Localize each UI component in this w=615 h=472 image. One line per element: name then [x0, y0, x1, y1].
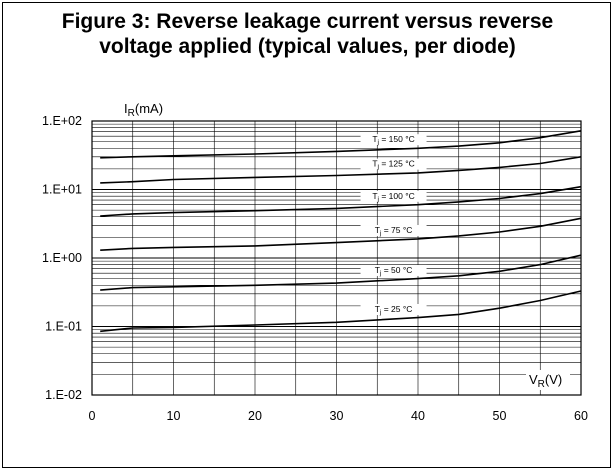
series-line: [100, 290, 582, 333]
x-tick-label: 30: [330, 409, 344, 423]
chart-title: Figure 3: Reverse leakage current versus…: [0, 9, 615, 59]
series-line: [100, 156, 582, 184]
curve-label-background: [360, 158, 427, 170]
y-tick-label: 1.E+02: [42, 114, 82, 128]
x-axis-label: VR(V): [529, 372, 562, 390]
x-tick-label: 10: [167, 409, 181, 423]
y-tick-label: 1.E+00: [42, 251, 82, 265]
curve-label: Tj = 150 °C: [372, 134, 414, 146]
figure-frame: [2, 2, 611, 468]
grid-lines: [92, 121, 581, 395]
curve-label-background: [360, 190, 427, 202]
y-tick-label: 1.E-02: [45, 388, 82, 402]
series-line: [100, 254, 582, 291]
curve-label: Tj = 125 °C: [372, 159, 414, 171]
series-curves: [100, 130, 582, 333]
plot-area-border: [91, 120, 582, 396]
x-tick-label: 40: [411, 409, 425, 423]
tick-labels: 0 10 20 30 40 50 60 1.E-01 1.E+00 1.E+01 1.E+02 1.E…: [42, 114, 588, 423]
curve-label: Tj = 100 °C: [372, 191, 414, 203]
x-tick-label: 20: [248, 409, 262, 423]
curve-label-background: [360, 264, 427, 276]
x-tick-label: 50: [493, 409, 507, 423]
curve-label-background: [360, 304, 427, 316]
x-axis-label-background: [526, 370, 570, 390]
chart-title-line-2: voltage applied (typical values, per dio…: [99, 35, 516, 58]
y-tick-label: 1.E+01: [42, 183, 82, 197]
curve-labels: Tj = 150 °C Tj = 125 °C Tj = 100 °C Tj = 75…: [360, 134, 427, 316]
x-tick-label: 0: [89, 409, 96, 423]
chart-title-line-1: Figure 3: Reverse leakage current versus…: [61, 10, 554, 33]
curve-label-background: [360, 134, 427, 146]
y-tick-label: 1.E-01: [45, 320, 82, 334]
series-line: [100, 185, 582, 217]
series-line: [100, 130, 582, 159]
y-axis-label: IR(mA): [124, 101, 163, 119]
curve-label: Tj = 50 °C: [375, 265, 413, 277]
series-line: [100, 217, 582, 251]
curve-label-background: [360, 225, 427, 237]
x-tick-label: 60: [574, 409, 588, 423]
curve-label: Tj = 25 °C: [375, 304, 413, 316]
curve-label: Tj = 75 °C: [375, 225, 413, 237]
